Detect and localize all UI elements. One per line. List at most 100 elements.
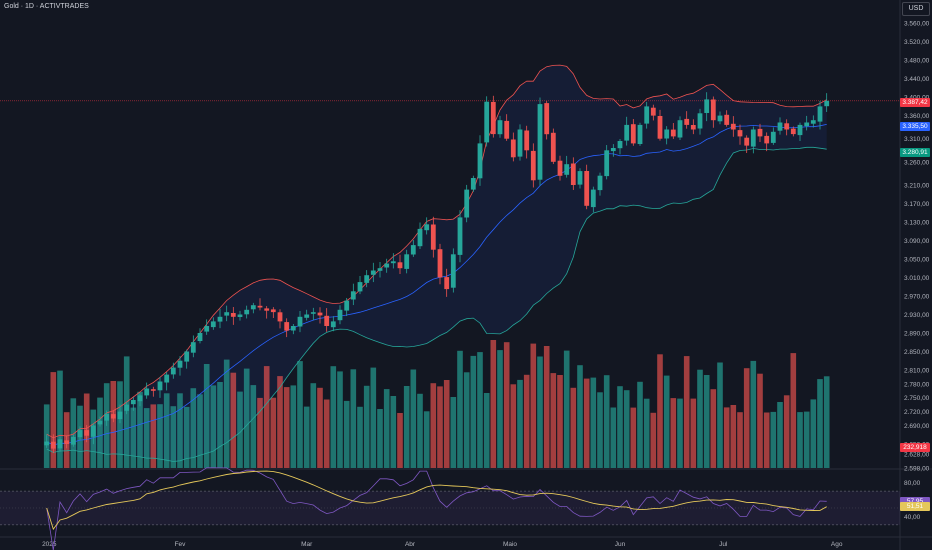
candle [770, 127, 776, 145]
candle [537, 97, 543, 186]
candle-body [217, 316, 223, 322]
volume-bar [237, 391, 243, 468]
candle-body [384, 263, 390, 268]
candle [370, 262, 376, 283]
volume-bar [310, 383, 317, 468]
candle-body [730, 123, 736, 130]
candle-body [277, 312, 283, 322]
candle [150, 386, 156, 397]
candle-body [750, 129, 756, 147]
candle-body [824, 100, 830, 107]
candle [157, 377, 163, 398]
candle [490, 95, 496, 138]
volume-bar [737, 412, 743, 468]
volume-bar [397, 413, 403, 468]
candle [257, 298, 263, 311]
candle [817, 100, 823, 130]
candle [637, 122, 643, 146]
volume-bar [417, 393, 423, 468]
volume-bar [150, 404, 157, 468]
candle [724, 110, 730, 127]
price-tick-label: 2.690,00 [904, 423, 930, 430]
candle [597, 172, 603, 196]
candle [384, 258, 390, 273]
rsi-tick-label: 40,00 [904, 514, 921, 521]
candle-body [464, 189, 470, 218]
candle [357, 275, 363, 295]
price-tick-label: 2.780,00 [904, 381, 930, 388]
candle [290, 323, 296, 335]
price-tick-label: 3.130,00 [904, 220, 930, 227]
volume-bar [290, 385, 297, 468]
volume-bar [157, 404, 163, 468]
candle-body [370, 270, 376, 275]
candle [790, 126, 796, 137]
volume-bar [483, 393, 490, 468]
candle [137, 393, 143, 407]
candle [170, 362, 176, 379]
candle [90, 423, 96, 445]
candle-body [584, 171, 590, 206]
volume-bar [697, 369, 703, 468]
candle-body [677, 120, 683, 138]
candle [457, 210, 463, 263]
volume-bar [457, 350, 463, 468]
candle-body [57, 439, 63, 449]
volume-bar [143, 408, 150, 468]
price-tick-label: 2.598,00 [904, 466, 930, 473]
volume-bar [797, 412, 803, 468]
price-tick-label: 3.170,00 [904, 201, 930, 208]
candle [737, 124, 743, 145]
candle [397, 254, 403, 275]
candle [97, 416, 103, 427]
time-tick-label: 2025 [42, 541, 57, 548]
volume-bar [70, 398, 77, 468]
candle [324, 308, 330, 332]
candle-body [270, 309, 276, 313]
price-tick-label: 2.720,00 [904, 409, 930, 416]
candle [764, 132, 770, 152]
volume-bar [657, 354, 663, 468]
volume-bar [170, 406, 177, 468]
candle-body [424, 224, 430, 231]
volume-bar [663, 375, 670, 468]
candle-body [137, 395, 143, 402]
volume-bar [130, 407, 137, 468]
candle-body [450, 254, 456, 288]
candle [524, 125, 530, 159]
candle [657, 109, 663, 141]
volume-bar [570, 387, 577, 468]
candle-body [170, 367, 176, 375]
rsi-ma-line [46, 470, 827, 531]
volume-bar [183, 406, 190, 468]
candle [577, 168, 583, 189]
price-tag: 51,51 [900, 502, 930, 512]
candle-body [164, 374, 170, 383]
candle-body [504, 120, 510, 139]
price-tick-label: 3.360,00 [904, 113, 930, 120]
candle [230, 307, 236, 325]
volume-bar [590, 377, 597, 468]
candle-body [637, 124, 643, 144]
candle-body [717, 115, 723, 122]
volume-bar [770, 411, 777, 468]
bollinger-basis [46, 124, 827, 446]
candle [330, 316, 336, 332]
candle [84, 425, 90, 443]
candle-body [224, 312, 230, 316]
candle-body [644, 106, 650, 124]
candle-body [790, 128, 796, 135]
volume-bar [563, 350, 570, 468]
chart-title: Gold · 1D · ACTIVTRADES [4, 3, 89, 10]
currency-selector[interactable]: USD [902, 2, 930, 16]
volume-bar [557, 375, 563, 468]
volume-bar [477, 352, 483, 468]
candle [130, 397, 136, 411]
volume-bar [623, 390, 630, 468]
candle [64, 435, 70, 449]
volume-bar [463, 372, 470, 468]
candle [824, 93, 830, 112]
candle [377, 261, 383, 278]
candle [197, 328, 203, 344]
